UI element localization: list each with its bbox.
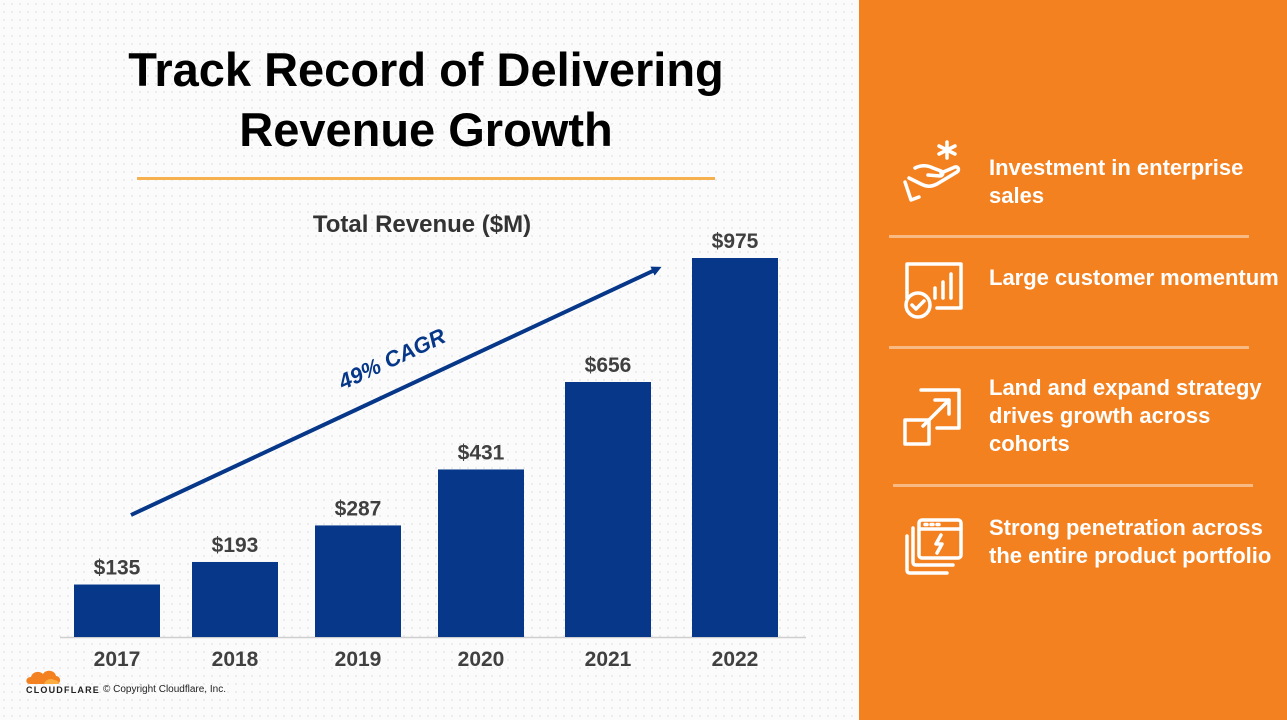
data-label: $975 xyxy=(712,230,759,253)
x-tick-label: 2021 xyxy=(585,648,632,671)
feature-divider xyxy=(889,346,1249,349)
bar-2020 xyxy=(438,469,524,637)
chart-title: Total Revenue ($M) xyxy=(312,211,532,238)
bar-2019 xyxy=(315,525,401,637)
chart-check-icon xyxy=(904,262,963,319)
bar-2022 xyxy=(692,258,778,637)
data-label: $135 xyxy=(94,557,141,580)
x-tick-label: 2019 xyxy=(335,648,382,671)
hand-sparkle-icon xyxy=(903,140,961,202)
feature-divider xyxy=(893,484,1253,487)
footer-brand: CLOUDFLARE xyxy=(26,685,100,695)
feature-text: Land and expand strategy drives growth a… xyxy=(989,375,1262,456)
stacked-windows-icon xyxy=(905,518,963,575)
expand-arrow-icon xyxy=(903,388,961,446)
highlights-panel: Investment in enterprise sales Large cus… xyxy=(859,0,1287,720)
title-underline xyxy=(137,177,715,180)
feature-text: Investment in enterprise sales xyxy=(989,155,1244,208)
x-tick-label: 2017 xyxy=(94,648,141,671)
footer-copyright: © Copyright Cloudflare, Inc. xyxy=(103,684,226,695)
x-tick-label: 2022 xyxy=(712,648,759,671)
cagr-trend-arrow xyxy=(130,266,662,517)
cagr-annotation: 49% CAGR xyxy=(334,323,450,395)
feature-text: Strong penetration across the entire pro… xyxy=(989,515,1272,568)
data-label: $431 xyxy=(458,441,505,464)
data-label: $287 xyxy=(335,497,382,520)
slide-title: Track Record of Delivering Revenue Growt… xyxy=(40,40,812,160)
slide-title-line-2: Revenue Growth xyxy=(239,103,613,156)
feature-divider xyxy=(889,235,1249,238)
bar-2018 xyxy=(192,561,278,637)
chart-panel: Track Record of Delivering Revenue Growt… xyxy=(0,0,859,720)
revenue-bar-chart: $135 2017 $193 2018 $287 2019 $431 2020 $656 2021… xyxy=(60,230,806,671)
data-label: $193 xyxy=(212,534,259,557)
data-label: $656 xyxy=(585,354,632,377)
x-tick-label: 2018 xyxy=(212,648,259,671)
x-tick-label: 2020 xyxy=(458,648,505,671)
feature-text: Large customer momentum xyxy=(989,265,1279,290)
slide-title-line-1: Track Record of Delivering xyxy=(128,43,724,96)
bar-2017 xyxy=(74,584,160,637)
bar-2021 xyxy=(565,382,651,637)
cloudflare-logo-icon xyxy=(26,670,61,684)
